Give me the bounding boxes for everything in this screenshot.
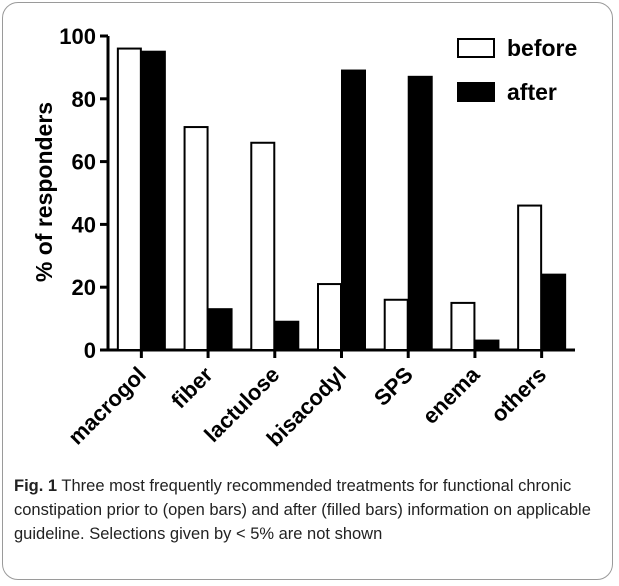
bar-before-bisacodyl: [317, 283, 342, 351]
y-tick-label: 40: [72, 212, 96, 237]
bar-before-SPS: [383, 298, 409, 352]
legend-label-after: after: [507, 79, 557, 105]
legend-label-before: before: [507, 35, 577, 61]
bar-before-fiber: [183, 126, 209, 351]
x-tick-label: others: [486, 362, 551, 427]
bar-before-lactulose: [250, 141, 276, 351]
x-tick-label: enema: [417, 361, 485, 429]
caption-text: Three most frequently recommended treatm…: [14, 477, 591, 543]
y-tick-label: 80: [72, 87, 96, 112]
bars: [116, 47, 567, 352]
y-tick-label: 100: [59, 24, 96, 49]
bar-after-others: [541, 273, 567, 352]
y-axis: 0 20 40 60 80 100: [59, 24, 110, 363]
figure-caption: Fig. 1 Three most frequently recommended…: [14, 474, 604, 546]
bar-before-others: [517, 204, 543, 351]
legend-swatch-before: [457, 38, 495, 58]
y-tick-label: 20: [72, 275, 96, 300]
bar-after-lactulose: [274, 320, 300, 351]
y-axis-label: % of responders: [31, 102, 57, 282]
x-tick-label: SPS: [369, 362, 418, 411]
bar-before-macrogol: [116, 47, 142, 352]
x-tick-label: macrogol: [63, 362, 151, 450]
x-tick-label: fiber: [166, 362, 218, 414]
bar-after-bisacodyl: [341, 69, 366, 351]
bar-after-fiber: [207, 308, 233, 351]
legend: before after: [457, 35, 577, 105]
caption-label: Fig. 1: [14, 477, 58, 495]
bar-before-enema: [450, 301, 476, 351]
y-tick-label: 0: [84, 338, 96, 363]
legend-swatch-after: [457, 82, 495, 102]
bar-after-SPS: [407, 75, 433, 351]
bar-after-macrogol: [140, 50, 166, 351]
y-tick-label: 60: [72, 150, 96, 175]
bar-after-enema: [474, 339, 500, 351]
